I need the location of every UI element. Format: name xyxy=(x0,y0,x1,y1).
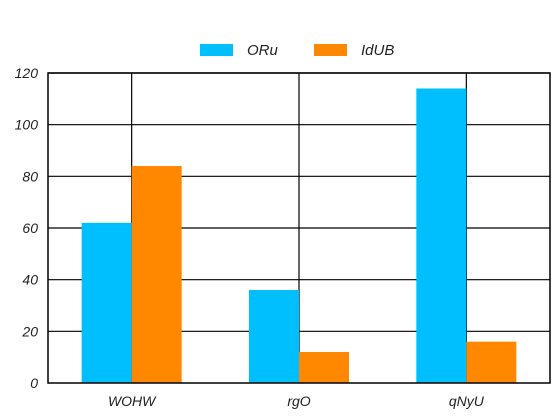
bars xyxy=(81,88,517,383)
legend: ORu IdUB xyxy=(200,42,394,59)
axes xyxy=(47,72,551,384)
bar-ORu-WOHW xyxy=(81,222,132,383)
bar-ORu-rgO xyxy=(249,290,299,383)
y-tick-label: 0 xyxy=(30,375,38,391)
legend-swatch-IdUB xyxy=(314,44,347,56)
bar-IdUB-qNyU xyxy=(466,341,517,383)
y-tick-label: 20 xyxy=(21,323,38,339)
x-tick-label: rgO xyxy=(287,393,310,409)
y-tick-label: 100 xyxy=(15,117,39,133)
x-tick-label: qNyU xyxy=(449,393,485,409)
y-tick-label: 80 xyxy=(22,168,38,184)
y-tick-labels: 0 20 40 60 80 100 120 xyxy=(15,65,39,391)
x-tick-labels: WOHW rgO qNyU xyxy=(108,393,485,409)
x-tick-label: WOHW xyxy=(108,393,157,409)
bar-ORu-qNyU xyxy=(416,88,467,383)
bar-IdUB-WOHW xyxy=(131,166,182,383)
legend-label: ORu xyxy=(247,42,279,59)
y-tick-label: 120 xyxy=(15,65,39,81)
y-tick-label: 40 xyxy=(22,272,38,288)
plot-frame xyxy=(47,72,551,384)
y-tick-label: 60 xyxy=(22,220,38,236)
legend-label: IdUB xyxy=(361,42,394,59)
bar-IdUB-rgO xyxy=(299,352,349,383)
legend-swatch-ORu xyxy=(200,44,233,56)
